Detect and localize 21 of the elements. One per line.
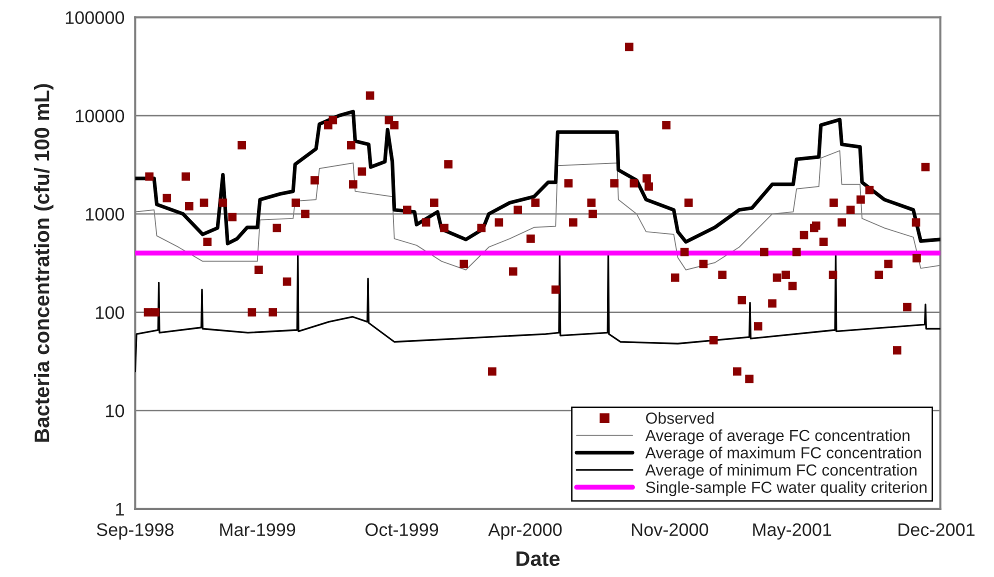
y-tick-label: 100 (96, 306, 124, 319)
x-tick-label: Sep-1998 (96, 523, 174, 540)
x-axis-title: Date (516, 552, 560, 566)
legend-label: Average of maximum FC concentration (645, 446, 921, 462)
legend-label: Observed (646, 412, 714, 424)
y-tick-label: 10000 (76, 110, 124, 122)
legend-label: Average of minimum FC concentration (645, 464, 916, 479)
legend-label: Single-sample FC water quality criterion (646, 481, 927, 496)
y-tick-label: 1 (116, 503, 124, 516)
y-axis-title: Bacteria concentration (cfu/ 100 mL) (34, 84, 54, 442)
x-tick-label: Oct-1999 (365, 523, 438, 536)
x-tick-label: Dec-2001 (898, 523, 975, 536)
y-tick-label: 10 (106, 404, 124, 418)
y-tick-label: 100000 (66, 11, 124, 24)
x-tick-label: Nov-2000 (632, 523, 708, 536)
x-tick-label: Apr-2000 (488, 523, 562, 540)
line-series (135, 253, 940, 372)
x-tick-label: May-2001 (753, 523, 832, 540)
x-tick-label: Mar-1999 (220, 523, 296, 536)
y-tick-label: 1000 (86, 208, 124, 221)
legend-label: Average of average FC concentration (645, 429, 910, 444)
